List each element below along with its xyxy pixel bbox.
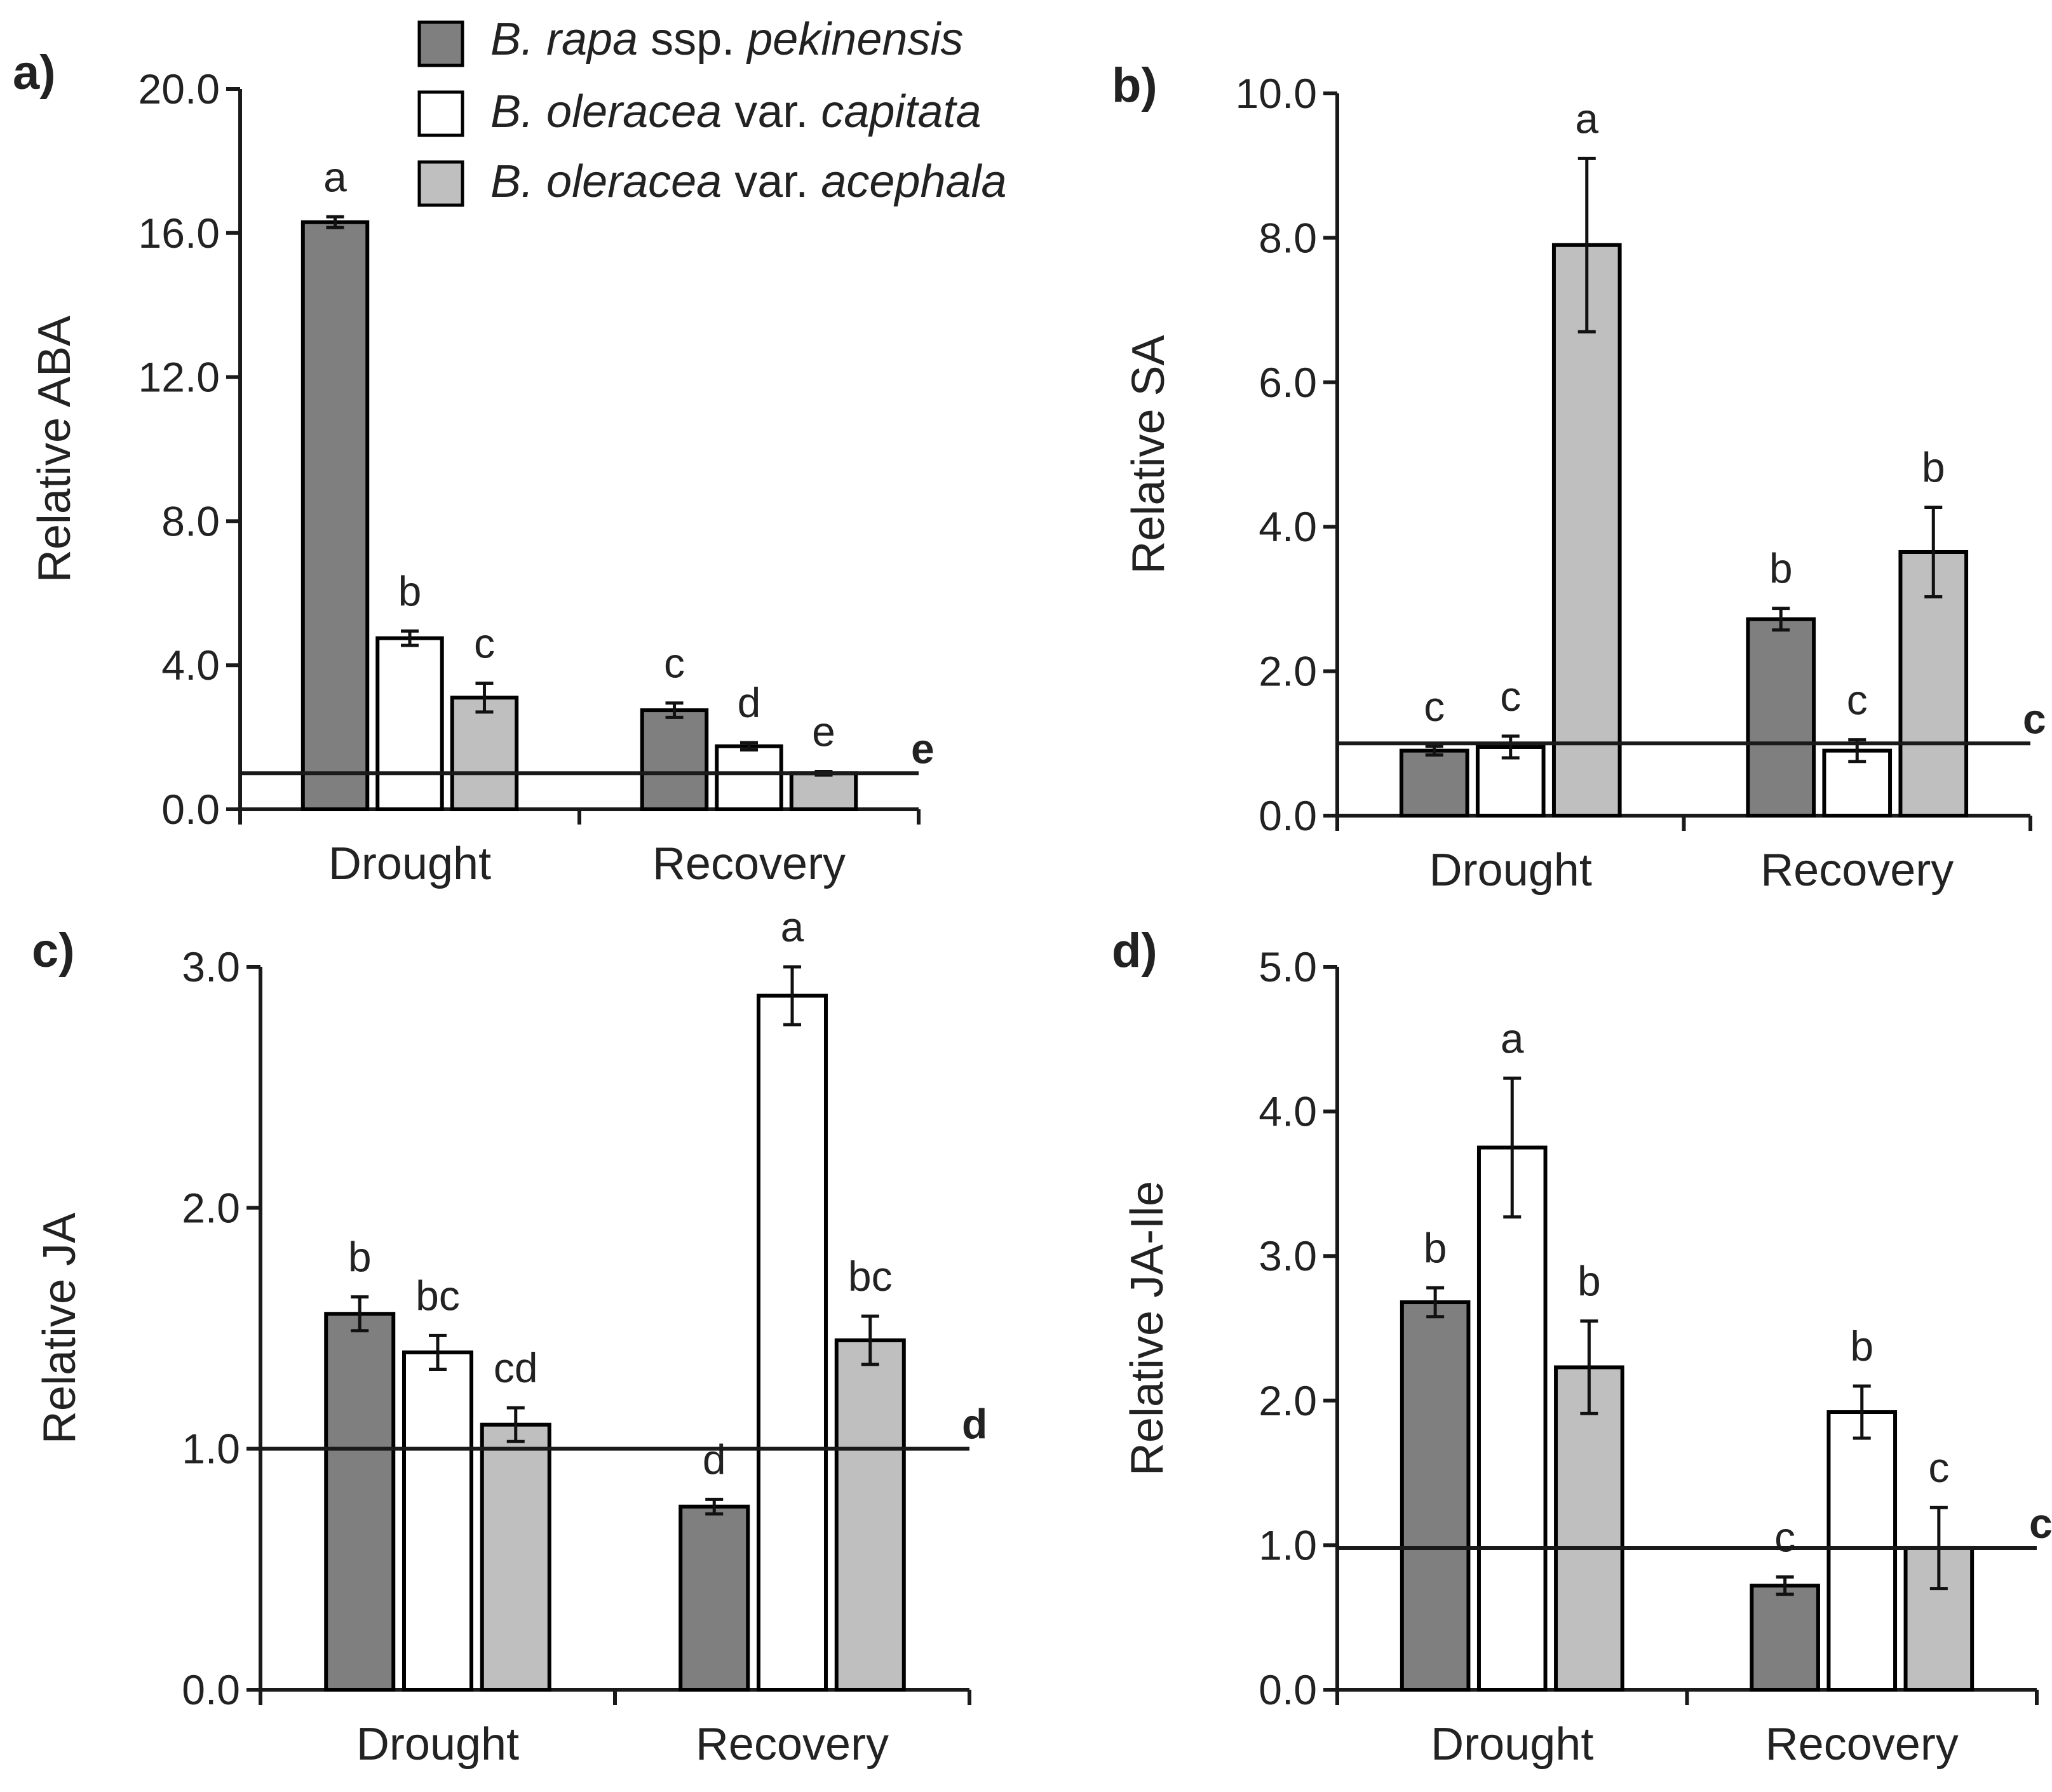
panel-label: c) (32, 924, 75, 978)
bar (1551, 243, 1622, 818)
significance-letter: a (1575, 95, 1598, 142)
bar (640, 708, 709, 811)
bar (834, 1338, 906, 1692)
y-tick-label: 3.0 (1259, 1232, 1317, 1279)
y-tick-label: 4.0 (1259, 503, 1317, 550)
x-category-label: Recovery (696, 1719, 889, 1770)
significance-letter: c (664, 640, 685, 687)
y-tick-label: 6.0 (1259, 359, 1317, 406)
bar (715, 744, 783, 812)
bar (678, 1504, 750, 1692)
significance-letter: b (1922, 444, 1945, 491)
significance-letter: d (738, 679, 761, 726)
bar (375, 636, 444, 811)
legend: B. rapa ssp. pekinensis B. oleracea var.… (417, 14, 1007, 207)
bar (1750, 1584, 1820, 1692)
significance-letter: bc (415, 1272, 460, 1319)
bar (1826, 1410, 1898, 1692)
bar (1554, 1365, 1624, 1692)
y-tick-label: 2.0 (1259, 1377, 1317, 1424)
y-tick-label: 10.0 (1236, 70, 1317, 117)
legend-label-pekinensis: B. rapa ssp. pekinensis (490, 14, 963, 65)
y-tick-label: 1.0 (1259, 1521, 1317, 1568)
legend-swatch-pekinensis (417, 20, 464, 67)
y-tick-label: 3.0 (182, 943, 240, 990)
chart-panel-3: c)Relative JA0.01.02.03.0DroughtbbccdRec… (32, 903, 987, 1770)
x-category-label: Drought (328, 839, 491, 889)
significance-letter: c (474, 620, 495, 667)
y-tick-label: 0.0 (161, 786, 220, 833)
y-axis-label: Relative JA (34, 1213, 85, 1444)
significance-letter: c (1847, 677, 1868, 724)
y-tick-label: 2.0 (1259, 648, 1317, 695)
y-tick-label: 0.0 (1259, 1666, 1317, 1713)
significance-letter: b (348, 1234, 372, 1281)
y-tick-label: 5.0 (1259, 943, 1317, 990)
significance-letter: c (1928, 1444, 1949, 1491)
bar (324, 1312, 396, 1692)
y-tick-label: 12.0 (138, 354, 220, 401)
y-axis-label: Relative JA-Ile (1122, 1181, 1173, 1476)
significance-letter: c (1774, 1513, 1795, 1560)
bar (789, 771, 858, 812)
panel-label: a) (13, 46, 56, 100)
legend-label-acephala: B. oleracea var. acephala (490, 156, 1007, 207)
panel-label: b) (1112, 58, 1158, 112)
significance-letter: c (1424, 683, 1445, 730)
reference-letter: e (911, 725, 935, 772)
x-category-label: Drought (1429, 845, 1592, 896)
significance-letter: cd (494, 1344, 538, 1391)
y-tick-label: 0.0 (182, 1666, 240, 1713)
reference-letter: c (2023, 695, 2046, 742)
x-category-label: Drought (356, 1719, 519, 1770)
reference-letter: c (2029, 1500, 2052, 1547)
significance-letter: a (323, 153, 347, 200)
reference-letter: d (962, 1401, 987, 1448)
significance-letter: b (1424, 1224, 1447, 1271)
bar (480, 1422, 551, 1692)
x-category-label: Recovery (1760, 845, 1954, 896)
y-tick-label: 0.0 (1259, 792, 1317, 839)
significance-letter: d (703, 1436, 726, 1483)
panels-group: a) Relative ABA 0.0 4.0 8.0 12.0 16.0 20.0 Droug… (13, 46, 2052, 1770)
bar (1399, 748, 1469, 818)
significance-letter: b (398, 567, 422, 614)
significance-letter: bc (848, 1253, 893, 1300)
bar (1476, 1145, 1548, 1692)
significance-letter: e (812, 708, 835, 755)
y-tick-label: 4.0 (161, 642, 220, 689)
chart-panel-4: d) Relative JA-Ile 0.0 1.0 2.0 3.0 4.0 5.0 Droug… (1112, 924, 2052, 1770)
y-tick-label: 2.0 (182, 1184, 240, 1231)
panel-label: d) (1112, 924, 1158, 978)
y-axis-label: Relative ABA (29, 316, 80, 583)
bar (1400, 1300, 1471, 1692)
x-category-label: Recovery (652, 839, 846, 889)
y-tick-label: 8.0 (1259, 214, 1317, 261)
bar (300, 220, 370, 812)
significance-letter: a (1501, 1014, 1524, 1061)
y-tick-label: 4.0 (1259, 1088, 1317, 1135)
significance-letter: b (1577, 1258, 1601, 1305)
chart-panel-1: a) Relative ABA 0.0 4.0 8.0 12.0 16.0 20.0 Droug… (13, 46, 935, 889)
y-axis-label: Relative SA (1123, 335, 1174, 574)
chart-panel-2: b) Relative SA 0.0 2.0 4.0 6.0 8.0 10.0 Drought c… (1112, 58, 2046, 896)
bar (450, 696, 519, 811)
y-tick-label: 20.0 (138, 65, 220, 112)
legend-swatch-acephala (417, 160, 464, 207)
significance-letter: b (1769, 545, 1793, 592)
significance-letter: c (1500, 673, 1521, 720)
bar (402, 1350, 474, 1692)
legend-label-capitata: B. oleracea var. capitata (490, 86, 982, 137)
legend-swatch-capitata (417, 90, 464, 137)
bar (756, 994, 828, 1692)
y-tick-label: 8.0 (161, 497, 220, 544)
bar (1746, 617, 1816, 818)
y-tick-label: 16.0 (138, 210, 220, 257)
significance-letter: a (781, 903, 804, 950)
y-tick-label: 1.0 (182, 1425, 240, 1472)
significance-letter: b (1850, 1323, 1873, 1370)
x-category-label: Drought (1431, 1719, 1593, 1770)
x-category-label: Recovery (1765, 1719, 1959, 1770)
